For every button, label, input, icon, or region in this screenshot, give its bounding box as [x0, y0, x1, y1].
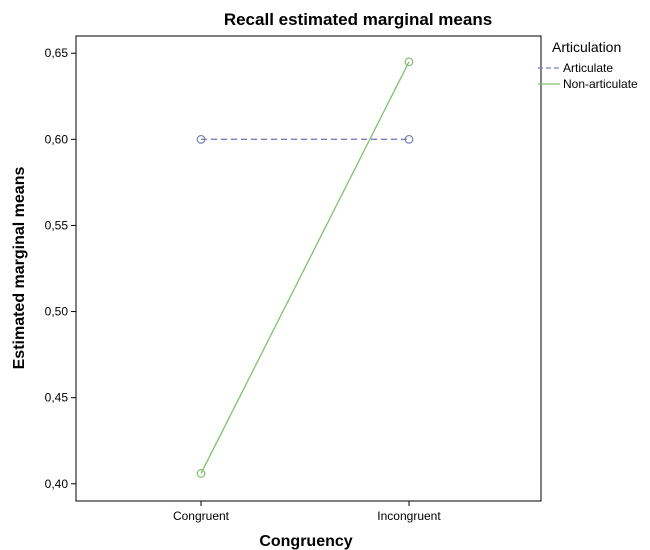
series-line-1: [200, 61, 410, 474]
legend-label: Non-articulate: [563, 77, 638, 91]
legend: Articulation Articulate Non-articulate: [538, 39, 638, 91]
y-tick-label: 0,65: [45, 46, 69, 60]
data-point: [404, 134, 414, 144]
data-point: [404, 57, 414, 67]
chart-title: Recall estimated marginal means: [224, 10, 492, 29]
legend-title: Articulation: [552, 39, 621, 55]
y-tick-label: 0,55: [45, 218, 69, 232]
plot-frame: [75, 35, 542, 502]
y-axis: 0,40 0,45 0,50 0,55 0,60 0,65: [45, 46, 76, 491]
x-axis: Congruent Incongruent: [173, 501, 441, 523]
y-tick-label: 0,40: [45, 477, 69, 491]
legend-label: Articulate: [563, 61, 613, 75]
x-tick-label: Incongruent: [377, 509, 441, 523]
data-point: [196, 469, 206, 478]
x-tick-label: Congruent: [173, 509, 230, 523]
series-layer: [196, 57, 414, 478]
x-axis-title: Congruency: [259, 533, 352, 550]
y-tick-label: 0,50: [45, 305, 69, 319]
data-point: [196, 134, 206, 144]
y-tick-label: 0,45: [45, 391, 69, 405]
y-tick-label: 0,60: [45, 132, 69, 146]
y-axis-title: Estimated marginal means: [11, 167, 28, 370]
